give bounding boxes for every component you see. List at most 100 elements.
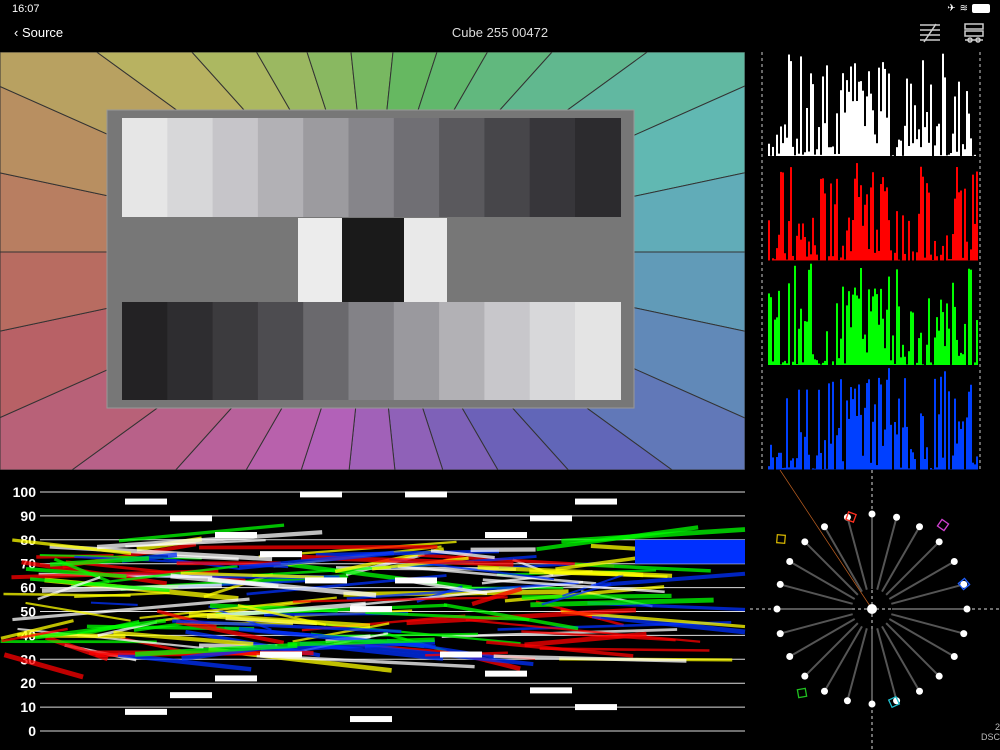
histogram-bar	[848, 418, 850, 470]
histogram-bar	[880, 288, 882, 365]
histogram-bar	[942, 245, 944, 261]
gray-patch	[212, 302, 259, 400]
histogram-bar	[942, 53, 944, 156]
histogram-bar	[884, 348, 886, 365]
histogram-bar	[812, 217, 814, 261]
histogram-bar	[780, 171, 782, 261]
histogram-bar	[966, 417, 968, 470]
histogram-bar	[838, 358, 840, 365]
histogram-bar	[852, 294, 854, 365]
gray-patch	[404, 218, 447, 302]
waveform-patch	[170, 692, 212, 699]
histogram-bar	[900, 467, 902, 470]
battery-icon	[972, 4, 990, 13]
waveform-trace	[172, 619, 402, 634]
histogram-bar	[800, 56, 802, 157]
histogram-bar	[930, 468, 932, 470]
histogram-bar	[888, 73, 890, 156]
histogram-bar	[896, 434, 898, 470]
histogram-bar	[882, 62, 884, 156]
waveform-patch	[300, 491, 342, 498]
waveform-patch	[260, 551, 302, 558]
histogram-bar	[898, 259, 900, 261]
layers-settings-icon[interactable]	[962, 22, 986, 44]
waveform-trace	[345, 552, 425, 577]
histogram-bar	[858, 81, 860, 156]
histogram-bar	[882, 445, 884, 470]
vector-trace	[779, 583, 853, 605]
waveform-trace	[574, 562, 711, 573]
histogram-bar	[802, 362, 804, 365]
histogram-bar	[912, 251, 914, 261]
histogram-bar	[970, 269, 972, 365]
histogram-bar	[776, 248, 778, 261]
histogram-bar	[884, 191, 886, 261]
histogram-bar	[860, 267, 862, 365]
histogram-bar	[790, 61, 792, 156]
histogram-bar	[966, 241, 968, 261]
histogram-bar	[818, 363, 820, 365]
histogram-bar	[784, 124, 786, 156]
waveform-trace	[12, 597, 250, 622]
image-viewer[interactable]	[0, 52, 745, 470]
histogram-bar	[854, 388, 856, 470]
histogram-bar	[790, 460, 792, 470]
waveform-patch	[405, 491, 447, 498]
histogram-bar	[952, 234, 954, 261]
histogram-bar	[868, 71, 870, 156]
histogram-bar	[788, 283, 790, 365]
waveform-trace	[591, 613, 746, 635]
scale-label: 100	[13, 484, 37, 500]
histogram-bar	[854, 178, 856, 261]
histogram-bar	[976, 171, 978, 261]
histogram-bar	[776, 457, 778, 470]
gray-patch	[529, 118, 576, 217]
vector-trace	[888, 618, 955, 658]
histogram-bar	[878, 324, 880, 365]
scale-label: 20	[20, 675, 36, 691]
histogram-bar	[836, 435, 838, 470]
waveform-patch	[125, 498, 167, 505]
histogram-bar	[918, 213, 920, 261]
histogram-bar	[902, 427, 904, 470]
histogram-bar	[874, 404, 876, 470]
histogram-bar	[856, 295, 858, 365]
vector-trace	[779, 613, 853, 635]
wifi-icon: ≋	[959, 3, 968, 14]
waveform-trace	[521, 630, 676, 642]
waveform-trace	[477, 565, 673, 578]
waveform-trace	[90, 601, 138, 606]
vector-trace	[789, 618, 856, 658]
histogram-bar	[768, 293, 770, 365]
gray-patch	[212, 118, 259, 217]
histogram-bar	[850, 327, 852, 365]
adjustments-icon[interactable]	[918, 22, 942, 44]
histogram-bar	[964, 323, 966, 365]
back-button[interactable]: ‹ Source	[14, 25, 63, 40]
gray-patch	[167, 302, 214, 400]
histogram-bar	[970, 384, 972, 470]
histogram-bar	[808, 151, 810, 156]
histogram-bar	[798, 153, 800, 156]
histogram-bar	[934, 378, 936, 470]
waveform-trace	[113, 630, 254, 647]
histogram-bar	[858, 298, 860, 365]
histogram-bar	[910, 449, 912, 470]
waveform-patch	[440, 651, 482, 658]
histogram-bar	[816, 455, 818, 470]
histogram-bar	[920, 166, 922, 261]
histogram-bar	[840, 379, 842, 470]
histogram-bar	[954, 198, 956, 261]
histogram-bar	[946, 155, 948, 156]
waveform-trace	[315, 549, 500, 557]
histogram-bar	[858, 197, 860, 261]
histogram-bar	[912, 143, 914, 156]
histogram-bar	[862, 455, 864, 470]
waveform-trace	[524, 631, 647, 648]
gray-patch	[167, 118, 214, 217]
vector-point	[773, 605, 781, 613]
histogram-bar	[832, 381, 834, 470]
histogram-bar	[774, 259, 776, 261]
histogram-bar	[786, 137, 788, 156]
histogram-bar	[910, 83, 912, 156]
